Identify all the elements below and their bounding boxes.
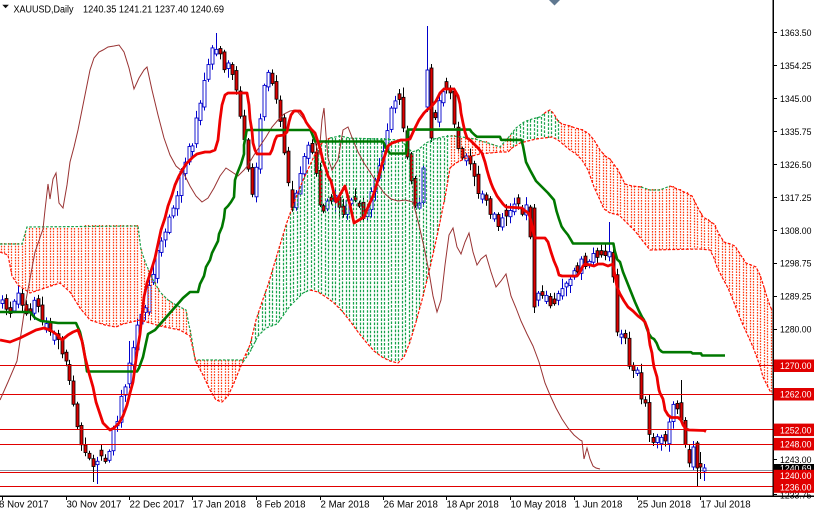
svg-text:1 Jun 2018: 1 Jun 2018 <box>575 500 623 511</box>
svg-text:1252.00: 1252.00 <box>780 424 812 435</box>
svg-text:1280.00: 1280.00 <box>780 324 812 335</box>
svg-text:1248.00: 1248.00 <box>780 439 812 450</box>
svg-text:1289.25: 1289.25 <box>780 291 812 302</box>
svg-text:1270.00: 1270.00 <box>780 360 812 371</box>
svg-text:1240.35 1241.21 1237.40 1240.6: 1240.35 1241.21 1237.40 1240.69 <box>83 4 224 15</box>
svg-text:1317.25: 1317.25 <box>780 192 812 203</box>
svg-text:30 Nov 2017: 30 Nov 2017 <box>67 500 122 511</box>
svg-text:1308.00: 1308.00 <box>780 225 812 236</box>
svg-text:22 Dec 2017: 22 Dec 2017 <box>130 500 185 511</box>
svg-text:17 Jul 2018: 17 Jul 2018 <box>701 500 751 511</box>
svg-text:8 Nov 2017: 8 Nov 2017 <box>0 500 49 511</box>
svg-text:2 Mar 2018: 2 Mar 2018 <box>321 500 370 511</box>
svg-text:1326.50: 1326.50 <box>780 159 812 170</box>
svg-text:10 May 2018: 10 May 2018 <box>511 500 567 511</box>
svg-text:1233.75: 1233.75 <box>780 490 812 501</box>
svg-text:26 Mar 2018: 26 Mar 2018 <box>384 500 438 511</box>
svg-text:1240.00: 1240.00 <box>780 470 812 481</box>
svg-text:1262.00: 1262.00 <box>780 389 812 400</box>
svg-text:1363.50: 1363.50 <box>780 27 812 38</box>
svg-text:1298.75: 1298.75 <box>780 258 812 269</box>
svg-text:1354.25: 1354.25 <box>780 60 812 71</box>
svg-text:17 Jan 2018: 17 Jan 2018 <box>193 500 246 511</box>
svg-text:1243.00: 1243.00 <box>780 454 812 465</box>
svg-text:1345.00: 1345.00 <box>780 93 812 104</box>
svg-text:8 Feb 2018: 8 Feb 2018 <box>257 500 306 511</box>
svg-text:18 Apr 2018: 18 Apr 2018 <box>447 500 499 511</box>
svg-text:25 Jun 2018: 25 Jun 2018 <box>638 500 691 511</box>
svg-text:1240.69: 1240.69 <box>780 463 812 474</box>
svg-text:1335.75: 1335.75 <box>780 126 812 137</box>
svg-text:1236.00: 1236.00 <box>780 481 812 492</box>
svg-text:XAUUSD,Daily: XAUUSD,Daily <box>14 4 74 15</box>
